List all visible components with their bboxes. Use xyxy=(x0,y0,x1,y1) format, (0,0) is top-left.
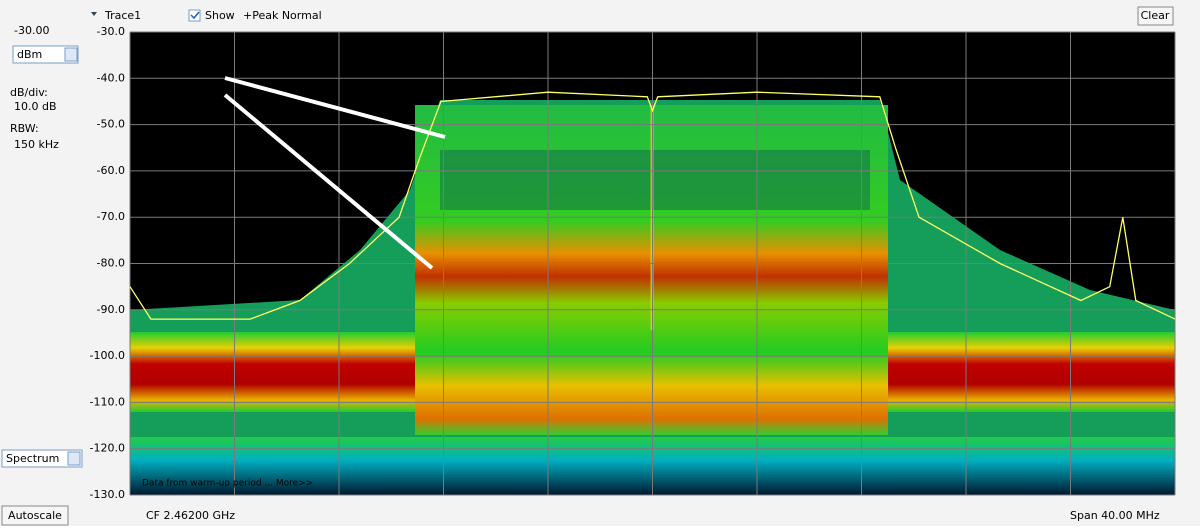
y-tick-label: -110.0 xyxy=(90,395,125,408)
ref-level[interactable]: -30.00 xyxy=(14,24,49,37)
y-tick-label: -90.0 xyxy=(97,303,125,316)
show-label[interactable]: Show xyxy=(205,9,235,22)
y-tick-label: -130.0 xyxy=(90,488,125,501)
view-value[interactable]: Spectrum xyxy=(6,452,59,465)
annotation-arrow xyxy=(223,93,434,270)
noise-band xyxy=(130,332,415,412)
detector-label: +Peak Normal xyxy=(243,9,322,22)
unit-select[interactable] xyxy=(12,45,79,64)
y-tick-label: -80.0 xyxy=(97,257,125,270)
center-frequency[interactable]: CF 2.46200 GHz xyxy=(146,509,235,522)
y-tick-label: -100.0 xyxy=(90,349,125,362)
scale-label: dB/div: xyxy=(10,86,48,99)
sparse-region xyxy=(440,150,870,210)
y-tick-label: -120.0 xyxy=(90,442,125,455)
scale-value[interactable]: 10.0 dB xyxy=(14,100,57,113)
autoscale-label[interactable]: Autoscale xyxy=(8,509,62,522)
show-checkbox[interactable] xyxy=(188,9,201,22)
clear-label[interactable]: Clear xyxy=(1141,9,1170,22)
check-mark xyxy=(190,11,200,20)
warmup-message[interactable]: Data from warm-up period ... More>> xyxy=(142,479,313,489)
view-select[interactable] xyxy=(1,449,83,468)
rbw-label: RBW: xyxy=(10,122,39,135)
collapse-icon[interactable] xyxy=(91,12,97,16)
autoscale-button[interactable] xyxy=(1,505,69,526)
peak-trace xyxy=(129,91,1176,320)
dropdown-button[interactable] xyxy=(67,451,81,466)
clear-button[interactable] xyxy=(1137,6,1174,26)
trace-name[interactable]: Trace1 xyxy=(104,9,141,22)
unit-value[interactable]: dBm xyxy=(17,48,42,61)
y-tick-label: -30.0 xyxy=(97,25,125,38)
annotation-arrow xyxy=(224,76,446,139)
rbw-value[interactable]: 150 kHz xyxy=(14,138,59,151)
annotation: Uplink xyxy=(170,79,217,97)
y-tick-label: -60.0 xyxy=(97,164,125,177)
y-tick-label: -50.0 xyxy=(97,118,125,131)
noise-band xyxy=(888,332,1175,412)
y-tick-label: -40.0 xyxy=(97,71,125,84)
span[interactable]: Span 40.00 MHz xyxy=(1070,509,1160,522)
y-tick-label: -70.0 xyxy=(97,210,125,223)
dropdown-button[interactable] xyxy=(64,47,78,62)
